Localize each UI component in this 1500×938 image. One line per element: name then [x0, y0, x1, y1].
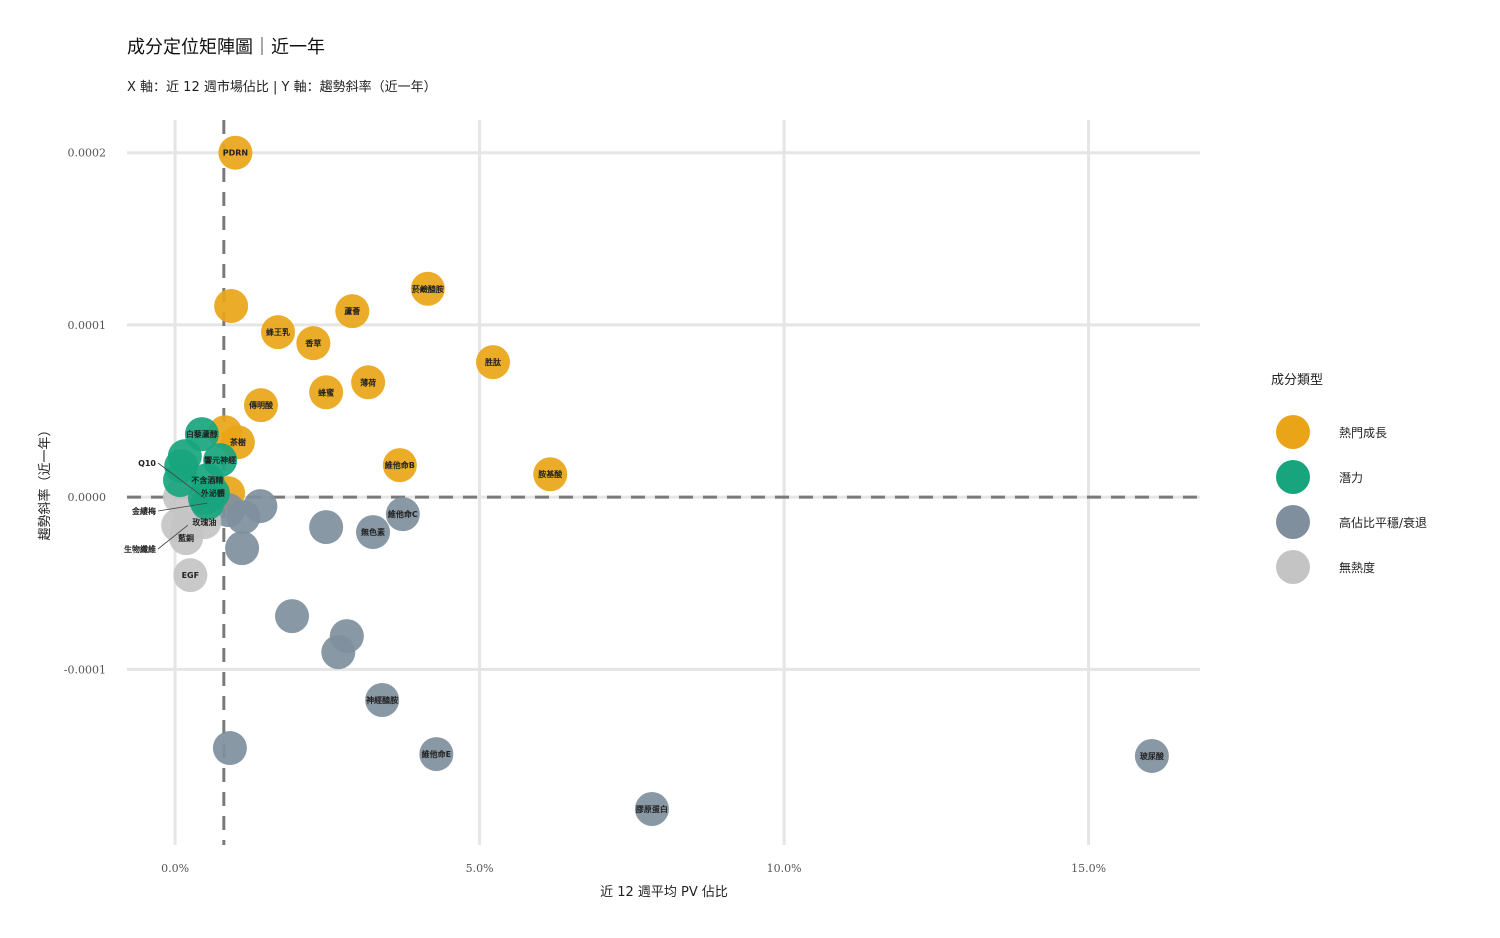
point-label: 蘆薈	[344, 306, 361, 316]
point-label: PDRN	[223, 149, 248, 158]
data-point	[533, 457, 568, 492]
x-tick-label: 15.0%	[1071, 862, 1106, 875]
y-tick-label: 0.0001	[68, 319, 107, 332]
point-label: Q10	[138, 459, 156, 468]
label-leader-line	[157, 462, 206, 499]
point-label: 外泌體	[201, 488, 225, 498]
point-label: 薄荷	[360, 377, 376, 387]
point-label: 藍銅	[178, 533, 194, 543]
data-point	[365, 683, 400, 717]
point-label: 不含酒精	[191, 475, 223, 485]
data-point	[225, 531, 260, 566]
point-label: 蜂蜜	[318, 387, 334, 397]
data-point	[419, 737, 454, 772]
data-point	[1134, 738, 1169, 773]
legend-swatch-potential	[1276, 460, 1310, 494]
x-tick-label: 5.0%	[466, 862, 494, 875]
x-tick-label: 0.0%	[161, 862, 189, 875]
legend-label-decline: 高佔比平穩/衰退	[1339, 515, 1427, 530]
data-point	[475, 345, 510, 380]
point-label: 生物纖維	[124, 544, 156, 554]
data-point	[309, 510, 344, 545]
data-point	[634, 792, 669, 827]
x-tick-label: 10.0%	[767, 862, 802, 875]
legend-label-none: 無熱度	[1339, 560, 1375, 575]
data-point	[173, 558, 208, 593]
legend-title: 成分類型	[1271, 373, 1323, 388]
legend-swatch-hot	[1276, 415, 1310, 449]
legend-swatch-decline	[1276, 505, 1310, 539]
point-label: 傳明酸	[248, 400, 274, 410]
data-point	[275, 599, 310, 634]
data-point	[212, 731, 247, 766]
data-point	[309, 375, 344, 410]
point-label: 玻尿酸	[1140, 751, 1165, 761]
point-label: 無色素	[361, 527, 385, 537]
point-label: 香草	[304, 338, 321, 348]
point-label: 神經醯胺	[366, 695, 398, 705]
data-point	[218, 135, 253, 170]
data-point	[162, 463, 197, 498]
data-point	[321, 635, 356, 670]
point-label: 菸鹼醯胺	[412, 284, 444, 294]
chart-subtitle: X 軸：近 12 週市場佔比 | Y 軸：趨勢斜率（近一年）	[127, 80, 437, 95]
point-label: 維他命C	[388, 509, 418, 519]
point-label: 蜂王乳	[266, 327, 290, 337]
data-point	[169, 521, 204, 556]
point-label: 膠原蛋白	[636, 804, 668, 814]
point-label: EGF	[182, 571, 200, 580]
point-label: 白藜蘆醇	[186, 429, 218, 439]
axis-ticks: 0.0% 5.0% 10.0% 15.0% 0.0002 0.0001 0.0000 -0.0…	[64, 147, 1106, 875]
label-leader-line	[157, 524, 189, 550]
label-leader-line	[157, 502, 208, 512]
legend-swatch-none	[1276, 550, 1310, 584]
data-point	[356, 515, 391, 550]
point-label: 玫瑰油	[192, 517, 216, 527]
data-point	[243, 388, 278, 423]
data-point	[382, 448, 417, 483]
data-point	[261, 315, 296, 350]
data-point	[385, 497, 420, 532]
y-tick-label: 0.0002	[68, 147, 107, 160]
legend-label-potential: 潛力	[1339, 471, 1363, 485]
data-point	[351, 365, 386, 400]
y-tick-label: -0.0001	[64, 663, 106, 676]
x-axis-label: 近 12 週平均 PV 佔比	[600, 885, 728, 900]
data-point	[214, 288, 249, 323]
grid	[127, 120, 1200, 845]
data-point	[410, 271, 445, 306]
point-label: 茶樹	[229, 437, 246, 447]
point-label: 維他命B	[385, 460, 415, 470]
data-point	[335, 294, 370, 329]
point-label: 響元神經	[204, 455, 236, 465]
point-label: 胺基酸	[538, 469, 563, 479]
point-label: 金縷梅	[131, 506, 156, 516]
legend-label-hot: 熱門成長	[1339, 426, 1387, 440]
data-point	[190, 486, 225, 521]
point-label: 胜肽	[484, 357, 502, 367]
chart-title: 成分定位矩陣圖｜近一年	[127, 37, 325, 58]
y-tick-label: 0.0000	[68, 491, 107, 504]
y-axis-label: 趨勢斜率（近一年）	[37, 423, 53, 540]
data-point	[296, 326, 331, 361]
point-label: 維他命E	[422, 749, 451, 759]
reference-lines	[127, 120, 1200, 845]
